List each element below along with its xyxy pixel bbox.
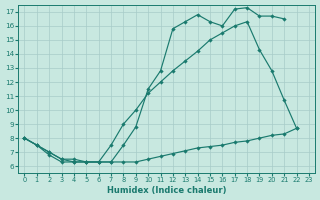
X-axis label: Humidex (Indice chaleur): Humidex (Indice chaleur) — [107, 186, 227, 195]
